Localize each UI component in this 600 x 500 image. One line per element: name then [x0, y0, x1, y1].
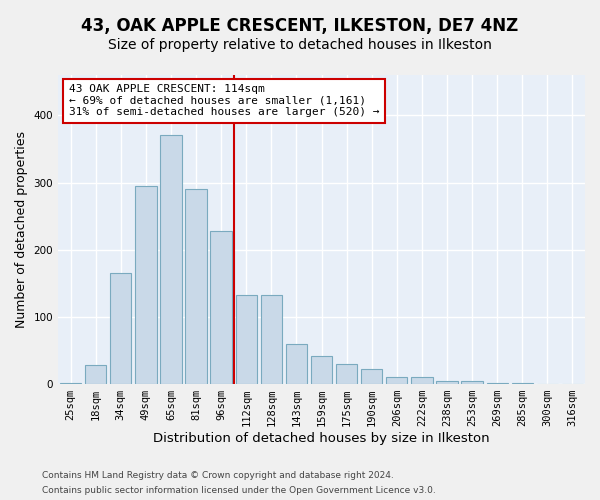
Bar: [236, 294, 257, 384]
Bar: [135, 186, 157, 384]
Bar: [185, 189, 207, 384]
Bar: [286, 344, 307, 384]
Bar: [336, 364, 357, 384]
Bar: [211, 231, 232, 384]
Text: 43 OAK APPLE CRESCENT: 114sqm
← 69% of detached houses are smaller (1,161)
31% o: 43 OAK APPLE CRESCENT: 114sqm ← 69% of d…: [68, 84, 379, 117]
Bar: [461, 382, 483, 384]
Bar: [386, 378, 407, 384]
Bar: [411, 378, 433, 384]
Bar: [436, 380, 458, 384]
Text: Contains public sector information licensed under the Open Government Licence v3: Contains public sector information licen…: [42, 486, 436, 495]
Bar: [160, 136, 182, 384]
Text: Size of property relative to detached houses in Ilkeston: Size of property relative to detached ho…: [108, 38, 492, 52]
X-axis label: Distribution of detached houses by size in Ilkeston: Distribution of detached houses by size …: [153, 432, 490, 445]
Text: 43, OAK APPLE CRESCENT, ILKESTON, DE7 4NZ: 43, OAK APPLE CRESCENT, ILKESTON, DE7 4N…: [82, 18, 518, 36]
Bar: [110, 273, 131, 384]
Bar: [260, 294, 282, 384]
Text: Contains HM Land Registry data © Crown copyright and database right 2024.: Contains HM Land Registry data © Crown c…: [42, 471, 394, 480]
Bar: [361, 370, 382, 384]
Bar: [85, 366, 106, 384]
Y-axis label: Number of detached properties: Number of detached properties: [15, 131, 28, 328]
Bar: [311, 356, 332, 384]
